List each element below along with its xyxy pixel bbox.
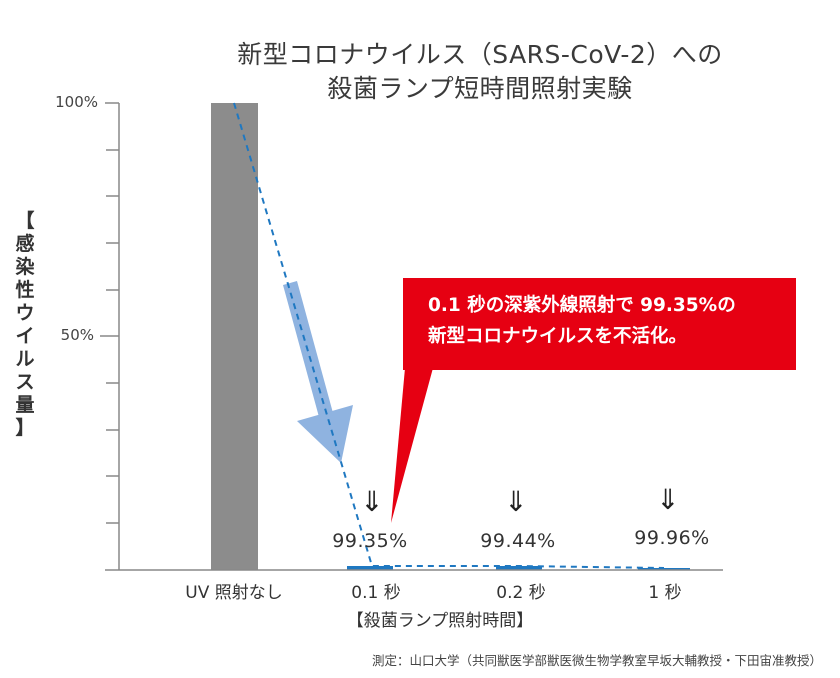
y-label-char: 量 [15, 394, 35, 416]
bar-1s [638, 568, 690, 570]
x-label-control: UV 照射なし [185, 583, 283, 603]
chart-title: 新型コロナウイルス（SARS-CoV-2）への 殺菌ランプ短時間照射実験 [0, 38, 840, 106]
x-label-1s: 1 秒 [648, 583, 682, 603]
y-label-char: 感 [15, 233, 35, 255]
x-label-0.1s: 0.1 秒 [351, 583, 401, 603]
y-label-char: 性 [15, 279, 35, 301]
y-tick-50: 50% [60, 326, 94, 344]
trend-arrow-icon [283, 281, 353, 463]
x-axis-title: 【殺菌ランプ照射時間】 [346, 611, 534, 631]
y-label-char: ス [15, 371, 35, 393]
x-label-0.2s: 0.2 秒 [496, 583, 546, 603]
callout-line1: 0.1 秒の深紫外線照射で 99.35%の [428, 295, 736, 316]
value-label-0.1s: 99.35% [332, 530, 408, 552]
source-note: 測定：山口大学（共同獣医学部獣医微生物学教室早坂大輔教授・下田宙准教授） [371, 653, 822, 668]
y-axis-label: 【 感 染 性 ウ イ ル ス 量 】 [14, 210, 36, 440]
bar-0.2s [496, 566, 542, 570]
y-label-char: ウ [15, 302, 35, 324]
y-label-char: イ [15, 325, 35, 347]
down-arrow-icon: ⇓ [656, 483, 680, 516]
down-arrow-icon: ⇓ [360, 485, 384, 518]
callout-bubble [391, 278, 796, 523]
chart-title-line1: 新型コロナウイルス（SARS-CoV-2）への [237, 40, 723, 69]
chart-title-line2: 殺菌ランプ短時間照射実験 [327, 74, 633, 103]
bar-0.1s [347, 566, 393, 570]
down-arrow-icon: ⇓ [504, 485, 528, 518]
y-tick-100: 100% [55, 93, 98, 111]
y-label-char: 【 [15, 210, 35, 232]
bar-control [211, 103, 258, 570]
y-label-char: 染 [15, 256, 35, 278]
value-label-1s: 99.96% [634, 527, 710, 549]
y-label-char: ル [15, 348, 35, 370]
value-label-0.2s: 99.44% [480, 530, 556, 552]
callout-line2: 新型コロナウイルスを不活化。 [428, 326, 688, 347]
y-ticks [100, 102, 119, 524]
y-label-char: 】 [15, 417, 35, 439]
callout-text: 0.1 秒の深紫外線照射で 99.35%の 新型コロナウイルスを不活化。 [428, 290, 788, 352]
